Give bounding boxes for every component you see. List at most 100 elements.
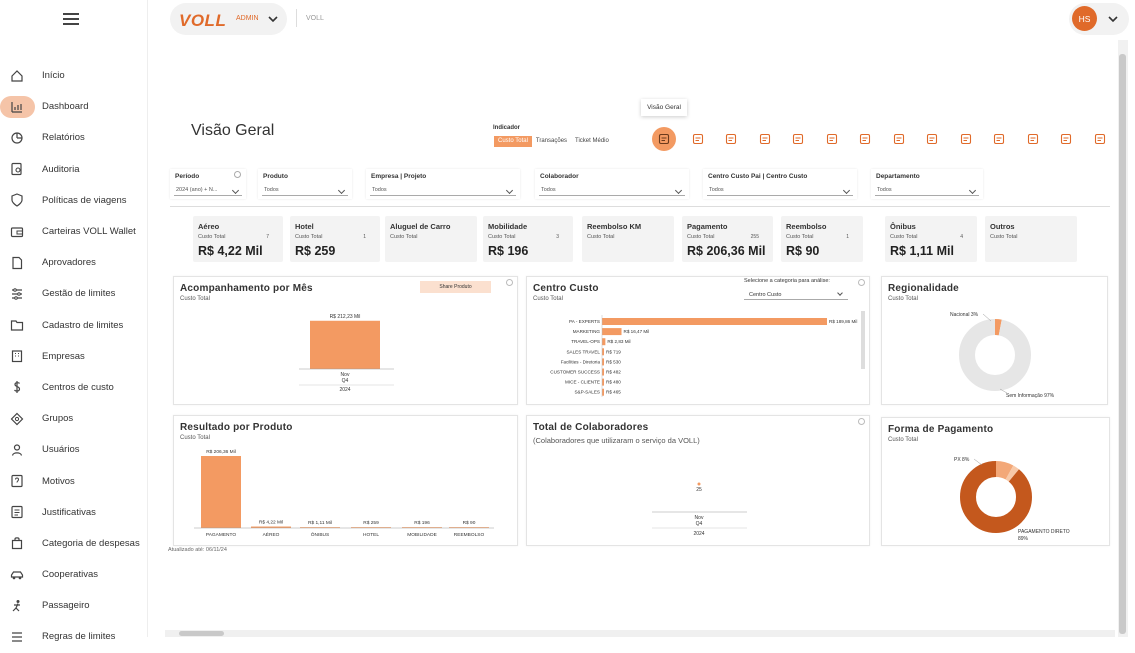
filter-label: Produto: [263, 173, 288, 180]
bar[interactable]: [602, 348, 604, 356]
data-point[interactable]: [697, 482, 701, 486]
card-subtitle: Custo Total: [888, 296, 918, 302]
bar[interactable]: [602, 358, 604, 366]
sidebar-item-aprovadores[interactable]: Aprovadores: [0, 247, 148, 278]
sidebar-item-passageiro[interactable]: Passageiro: [0, 590, 148, 621]
menu-icon[interactable]: [63, 13, 79, 25]
sidebar-item-justificativas[interactable]: Justificativas: [0, 497, 148, 528]
wallet-icon[interactable]: [1088, 127, 1112, 151]
kpi-card[interactable]: Hotel Custo Total 1 R$ 259: [290, 216, 380, 262]
sidebar-item-gestao-de-limites[interactable]: Gestão de limites: [0, 278, 148, 309]
sidebar-item-categoria-de-despesas[interactable]: Categoria de despesas: [0, 528, 148, 559]
kpi-card[interactable]: Aéreo Custo Total 7 R$ 4,22 Mil: [193, 216, 283, 262]
bar[interactable]: [602, 318, 827, 325]
tick-label: 2024: [693, 531, 704, 537]
home-icon: [9, 68, 25, 84]
bus-stop-icon[interactable]: [987, 127, 1011, 151]
share-produto-button[interactable]: Share Produto: [420, 281, 491, 293]
bar[interactable]: [602, 378, 604, 386]
kpi-card[interactable]: Reembolso KM Custo Total: [582, 216, 674, 262]
leader-line: [999, 388, 1008, 394]
kpi-card[interactable]: Outros Custo Total: [985, 216, 1077, 262]
vertical-scrollbar[interactable]: [1118, 40, 1128, 637]
indicador-tab[interactable]: Ticket Médio: [575, 138, 609, 144]
sidebar-item-usuarios[interactable]: Usuários: [0, 434, 148, 465]
indicador-tab[interactable]: Transações: [535, 138, 568, 144]
sidebar-item-relatorios[interactable]: Relatórios: [0, 122, 148, 153]
bar[interactable]: [201, 456, 241, 528]
kpi-title: Mobilidade: [488, 222, 528, 231]
filter-label: Período: [175, 173, 200, 180]
kpi-card[interactable]: Pagamento Custo Total 255 R$ 206,36 Mil: [682, 216, 773, 262]
bar[interactable]: [449, 527, 489, 528]
filter-select[interactable]: [875, 184, 979, 196]
slice[interactable]: [960, 461, 1032, 533]
bag-icon: [9, 535, 25, 551]
sidebar-item-cadastro-de-limites[interactable]: Cadastro de limites: [0, 310, 148, 341]
bar[interactable]: [602, 328, 622, 336]
sidebar-item-dashboard[interactable]: Dashboard: [0, 91, 148, 122]
user-menu[interactable]: HS: [1069, 3, 1129, 35]
info-icon[interactable]: [858, 279, 865, 286]
city-icon[interactable]: [753, 127, 777, 151]
card-product: Resultado por Produto Custo Total R$ 206…: [173, 415, 518, 546]
bar[interactable]: [251, 526, 291, 528]
card-subtitle: Custo Total: [180, 296, 210, 302]
indicador-tab[interactable]: Custo Total: [494, 136, 532, 147]
slice-label: PX 8%: [954, 457, 970, 463]
scroll-thumb[interactable]: [179, 631, 224, 636]
chart-scrollbar[interactable]: [861, 311, 865, 369]
slice[interactable]: [959, 319, 1031, 391]
bar[interactable]: [602, 388, 604, 396]
kpi-card[interactable]: Aluguel de Carro Custo Total: [385, 216, 477, 262]
overview-icon[interactable]: [652, 127, 676, 151]
kpi-card[interactable]: Ônibus Custo Total 4 R$ 1,11 Mil: [885, 216, 977, 262]
plane-departure-icon[interactable]: [920, 127, 944, 151]
bar[interactable]: [602, 338, 606, 346]
sidebar-item-cooperativas[interactable]: Cooperativas: [0, 559, 148, 590]
calendar-icon[interactable]: [719, 127, 743, 151]
info-icon[interactable]: [234, 171, 241, 178]
data-label: R$ 16,47 Mil: [624, 329, 650, 334]
filter-select[interactable]: [370, 184, 516, 196]
sidebar-item-centros-de-custo[interactable]: Centros de custo: [0, 372, 148, 403]
card-collaborators: Total de Colaboradores (Colaboradores qu…: [526, 415, 870, 546]
sidebar-item-label: Cooperativas: [42, 569, 98, 581]
sidebar-item-inicio[interactable]: Início: [0, 60, 148, 91]
bar[interactable]: [300, 527, 340, 528]
horizontal-scrollbar[interactable]: [165, 630, 1115, 637]
sidebar-item-carteiras-voll-wallet[interactable]: Carteiras VOLL Wallet: [0, 216, 148, 247]
box-icon[interactable]: [1054, 127, 1078, 151]
filter-select[interactable]: [539, 184, 685, 196]
bus-icon[interactable]: [1021, 127, 1045, 151]
brand-switcher[interactable]: VOLL ADMIN: [170, 3, 287, 35]
filter-select[interactable]: [707, 184, 853, 196]
info-icon[interactable]: [506, 279, 513, 286]
bar[interactable]: [402, 527, 442, 528]
category-select[interactable]: Centro Custo: [744, 289, 848, 300]
bar[interactable]: [310, 320, 380, 369]
plane-icon[interactable]: [786, 127, 810, 151]
info-icon[interactable]: [858, 418, 865, 425]
sidebar-item-grupos[interactable]: Grupos: [0, 403, 148, 434]
km-icon[interactable]: [954, 127, 978, 151]
sidebar-item-label: Gestão de limites: [42, 288, 116, 300]
kpi-card[interactable]: Reembolso Custo Total 1 R$ 90: [781, 216, 863, 262]
filter-select[interactable]: [174, 184, 242, 196]
scroll-thumb[interactable]: [1119, 54, 1126, 634]
car-icon[interactable]: [887, 127, 911, 151]
kpi-card[interactable]: Mobilidade Custo Total 3 R$ 196: [483, 216, 573, 262]
category-label: MICE - CLIENTE: [565, 380, 600, 385]
sidebar-item-auditoria[interactable]: Auditoria: [0, 154, 148, 185]
receipt-icon[interactable]: [686, 127, 710, 151]
sidebar-item-label: Grupos: [42, 413, 74, 425]
plane-arrival-icon[interactable]: [853, 127, 877, 151]
bar[interactable]: [602, 368, 604, 376]
sidebar-item-empresas[interactable]: Empresas: [0, 341, 148, 372]
bar[interactable]: [351, 527, 391, 528]
sidebar-item-politicas-de-viagens[interactable]: Políticas de viagens: [0, 185, 148, 216]
bed-icon[interactable]: [820, 127, 844, 151]
sidebar-item-motivos[interactable]: Motivos: [0, 465, 148, 496]
filter-select[interactable]: [262, 184, 348, 196]
